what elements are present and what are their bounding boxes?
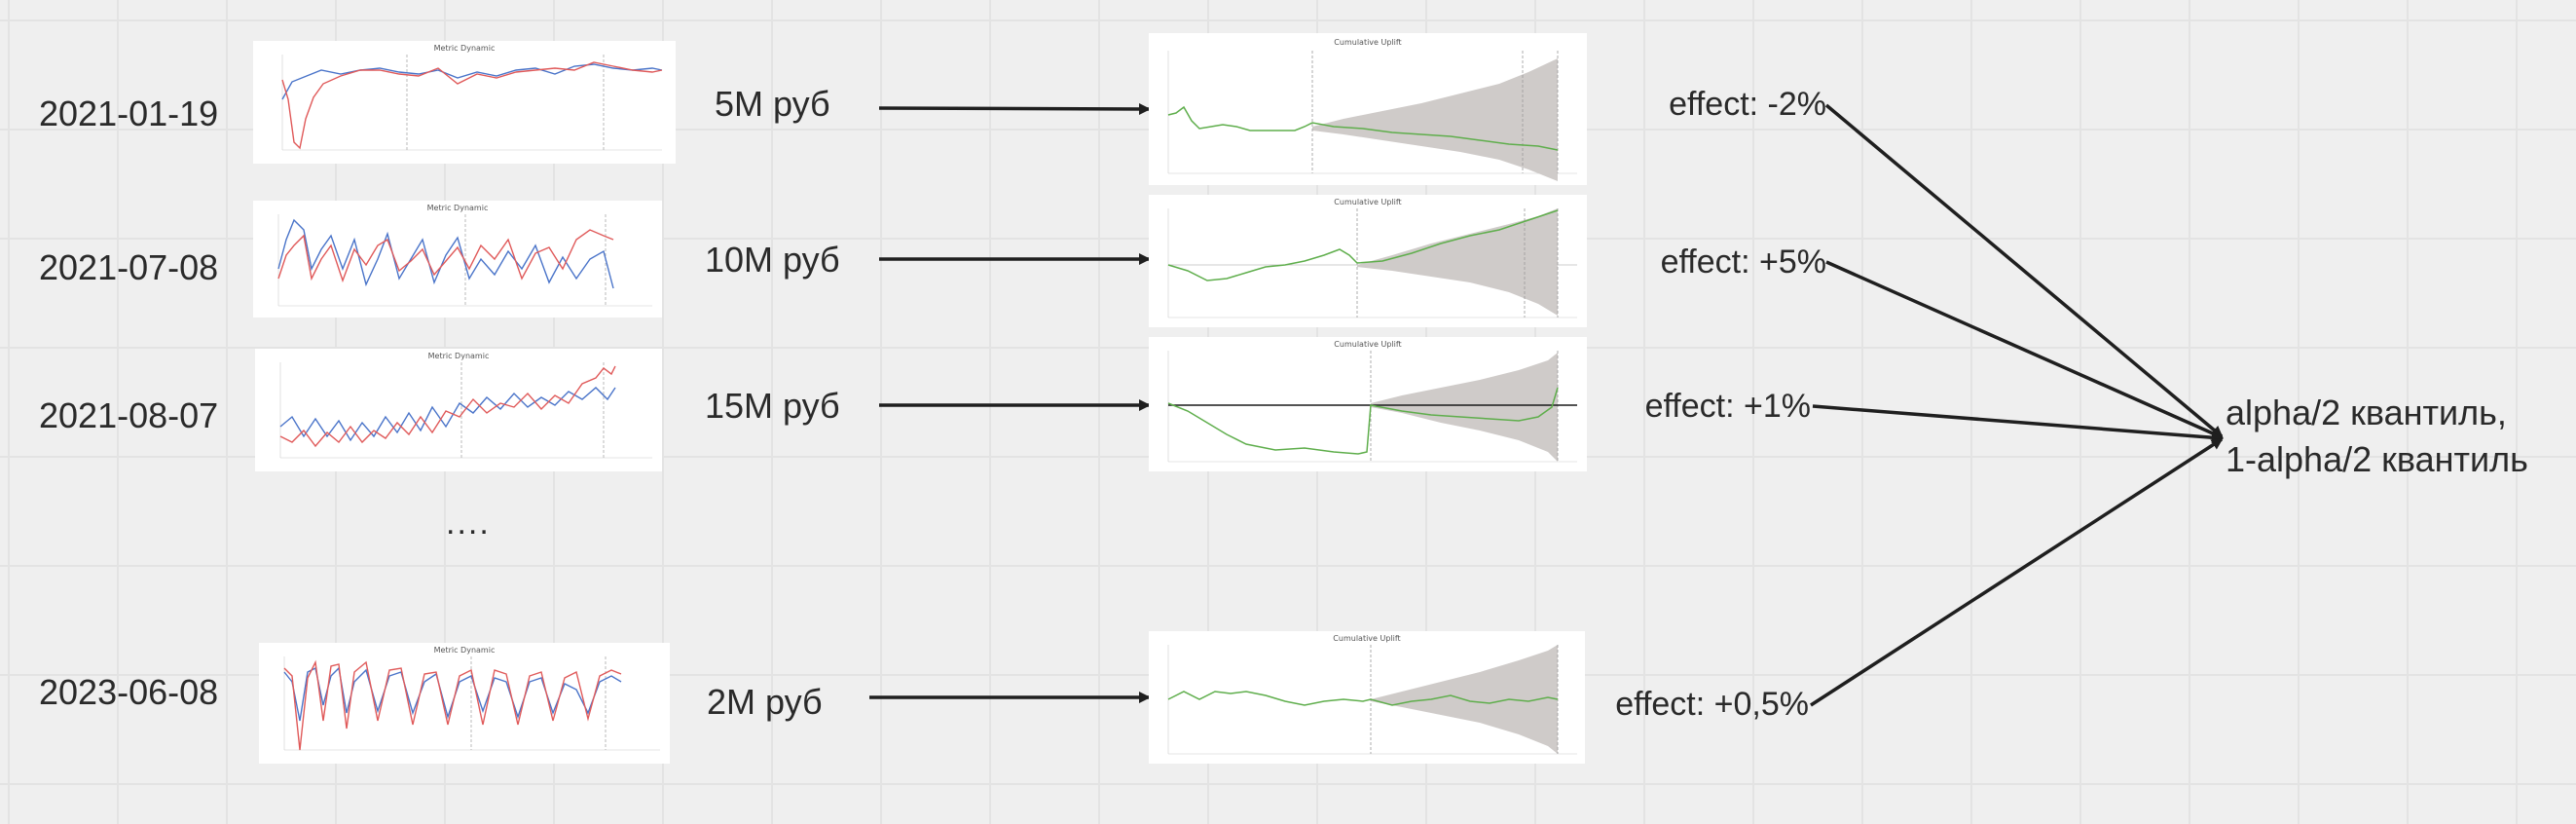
quantile-upper-label: 1-alpha/2 квантиль — [2226, 439, 2528, 479]
metric-chart-title: Metric Dynamic — [434, 44, 496, 53]
effect-label: effect: +0,5% — [1615, 686, 1809, 723]
effect-label: effect: +5% — [1660, 243, 1826, 281]
date-label: 2023-06-08 — [39, 672, 219, 712]
arrow-effect1 — [1824, 103, 2224, 438]
uplift-chart-thumbnail[interactable]: Cumulative Uplift — [1149, 337, 1587, 471]
effect-label: effect: -2% — [1669, 86, 1826, 123]
metric-chart-thumbnail[interactable]: Metric Dynamic — [259, 643, 670, 764]
arrow-effect3 — [1812, 404, 2224, 444]
quantile-lower-label: alpha/2 квантиль, — [2226, 393, 2507, 432]
amount-label: 15M руб — [705, 386, 840, 426]
arrow-effect4 — [1810, 437, 2224, 707]
uplift-chart-title: Cumulative Uplift — [1333, 634, 1400, 643]
uplift-chart-thumbnail[interactable]: Cumulative Uplift — [1149, 33, 1587, 185]
uplift-chart-title: Cumulative Uplift — [1334, 38, 1401, 47]
metric-chart-title: Metric Dynamic — [427, 204, 489, 212]
date-label: 2021-07-08 — [39, 247, 219, 287]
effect-label: effect: +1% — [1644, 388, 1811, 425]
arrow-effect2 — [1825, 260, 2224, 439]
uplift-chart-title: Cumulative Uplift — [1334, 340, 1401, 349]
arrow-row1 — [878, 102, 1151, 115]
uplift-chart-thumbnail[interactable]: Cumulative Uplift — [1149, 631, 1585, 764]
date-label: 2021-01-19 — [39, 94, 219, 133]
metric-chart-title: Metric Dynamic — [434, 646, 496, 655]
amount-label: 5M руб — [715, 84, 830, 124]
metric-chart-thumbnail[interactable]: Metric Dynamic — [253, 41, 676, 164]
date-label: 2021-08-07 — [39, 395, 219, 435]
metric-chart-thumbnail[interactable]: Metric Dynamic — [253, 201, 662, 318]
metric-chart-thumbnail[interactable]: Metric Dynamic — [255, 349, 662, 471]
uplift-chart-title: Cumulative Uplift — [1334, 198, 1401, 206]
uplift-chart-thumbnail[interactable]: Cumulative Uplift — [1149, 195, 1587, 327]
amount-label: 10M руб — [705, 240, 840, 280]
ellipsis: .... — [446, 505, 491, 542]
amount-label: 2M руб — [707, 682, 823, 722]
quantiles-node: alpha/2 квантиль, 1-alpha/2 квантиль — [2226, 390, 2528, 483]
metric-chart-title: Metric Dynamic — [428, 352, 490, 360]
